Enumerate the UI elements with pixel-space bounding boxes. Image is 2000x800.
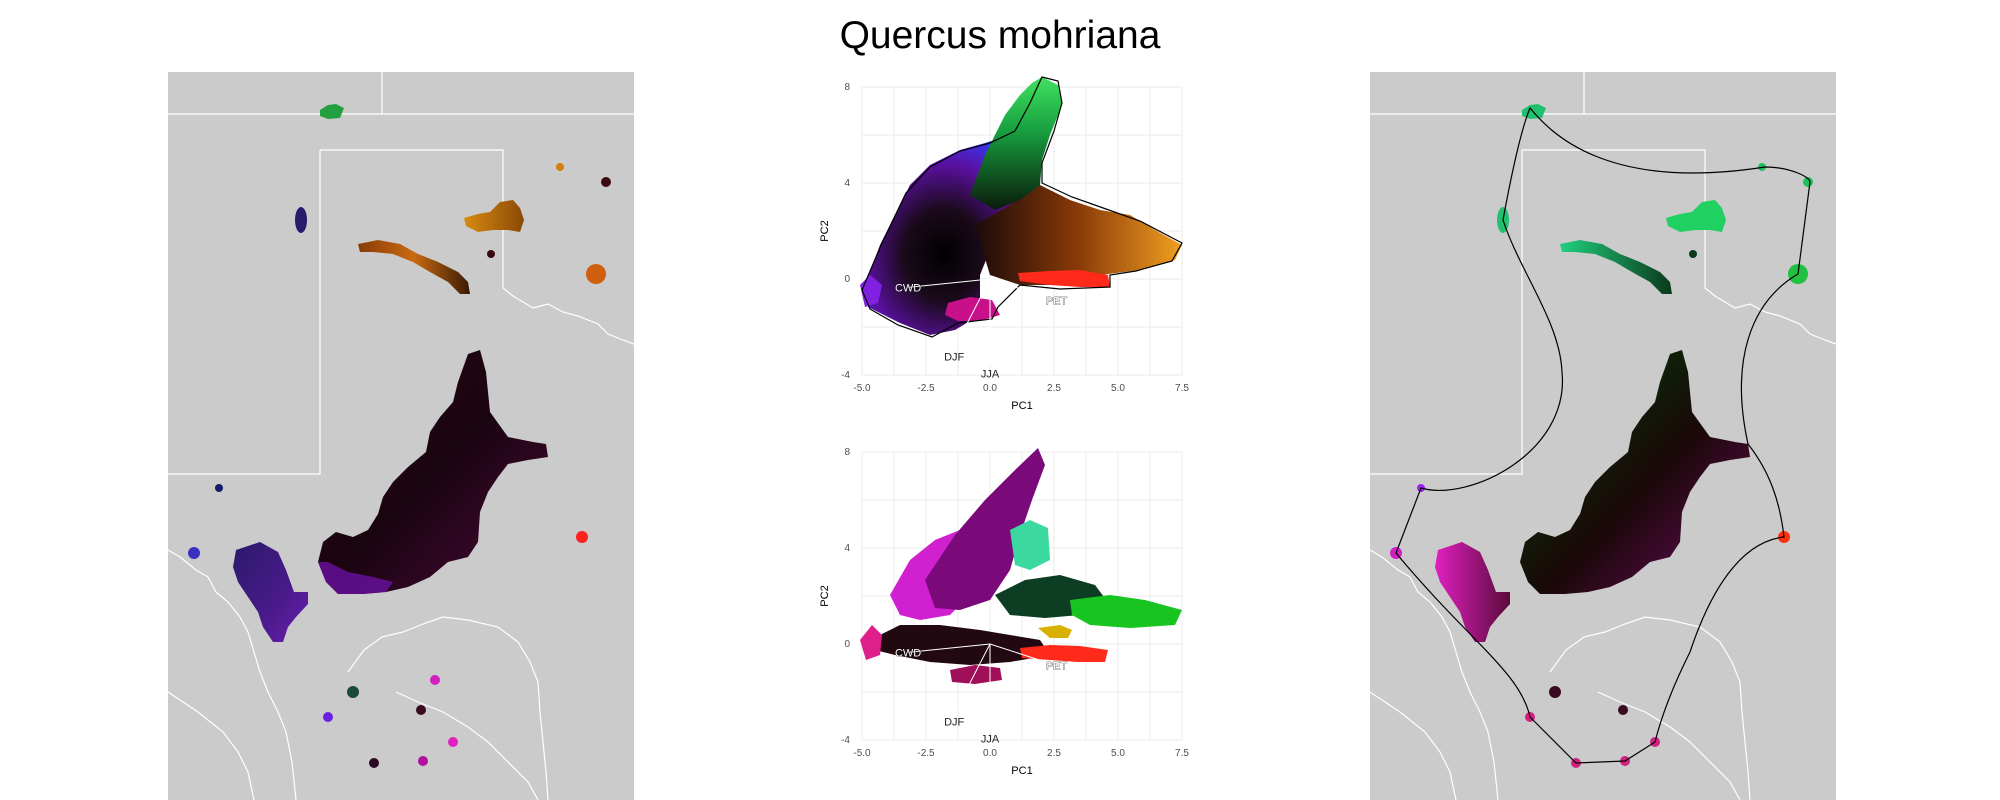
map-left-dot: [556, 163, 564, 171]
map-left-dot: [586, 264, 606, 284]
map-left-dot: [369, 758, 379, 768]
map-left-dot: [347, 686, 359, 698]
map-right-magenta-region: [1435, 542, 1510, 642]
pca-plot-bottom: CWD PET DJF JJA -5.0 -2.5 0.0 2.5 5.0 7.5 -4 0 4 8 PC…: [819, 447, 1189, 777]
map-background: [1370, 72, 1836, 800]
vector-label-djf: DJF: [944, 717, 964, 729]
y-tick-label: 0: [844, 274, 850, 285]
vector-cwd: [908, 643, 991, 653]
cluster-points: [860, 448, 1182, 684]
map-right-dot: [1549, 686, 1561, 698]
vector-label-jja: JJA: [981, 368, 1000, 380]
cluster-bright-green: [1070, 595, 1182, 628]
vector-label-pet: PET: [1046, 296, 1068, 308]
map-right-hull-outline: [1395, 106, 1811, 764]
cluster-cyan-green: [1010, 520, 1050, 570]
map-right-dot: [1689, 250, 1697, 258]
vector-djf: [953, 643, 991, 714]
x-tick-label: 7.5: [1175, 748, 1189, 759]
map-background: [168, 72, 634, 800]
y-axis-label: PC2: [819, 220, 831, 241]
y-tick-label: -4: [841, 370, 850, 381]
x-tick-label: 7.5: [1175, 383, 1189, 394]
loading-vectors: CWD PET DJF JJA: [895, 278, 1068, 380]
x-tick-label: 0.0: [983, 748, 997, 759]
vector-label-djf: DJF: [944, 352, 964, 364]
map-left-dot: [215, 484, 223, 492]
hull-outline: [861, 76, 1183, 338]
map-left-dot: [448, 737, 458, 747]
map-left-small-blob: [295, 207, 307, 233]
x-tick-label: 5.0: [1111, 748, 1125, 759]
map-left: [168, 72, 634, 800]
map-right: [1370, 72, 1836, 800]
x-tick-label: -2.5: [917, 383, 935, 394]
map-right-green-ridge: [1560, 240, 1672, 294]
y-tick-label: 4: [844, 543, 850, 554]
map-right-main-region: [1520, 350, 1750, 594]
x-tick-label: 2.5: [1047, 748, 1061, 759]
map-left-dot: [418, 756, 428, 766]
map-left-dot: [188, 547, 200, 559]
x-axis-label: PC1: [1011, 765, 1032, 777]
pca-plot-top: CWD PET DJF JJA -5.0 -2.5 0.0 2.5 5.0 7.5 -4 0 4 8 PC…: [819, 76, 1189, 412]
vector-cwd: [908, 278, 991, 288]
cloud-bottom-magenta: [945, 297, 1000, 321]
map-left-dot: [576, 531, 588, 543]
x-tick-label: -5.0: [853, 748, 871, 759]
vector-label-pet: PET: [1046, 661, 1068, 673]
cluster-gold: [1038, 625, 1072, 638]
point-cloud: [860, 77, 1182, 335]
map-right-dot: [1803, 177, 1813, 187]
map-left-dot: [323, 712, 333, 722]
map-left-dot: [430, 675, 440, 685]
y-tick-label: 4: [844, 178, 850, 189]
figure-title: Quercus mohriana: [839, 14, 1161, 57]
map-left-dot: [416, 705, 426, 715]
state-borders: [168, 72, 634, 800]
x-tick-label: 5.0: [1111, 383, 1125, 394]
vector-djf: [953, 278, 991, 349]
map-left-green-top: [320, 104, 344, 119]
cloud-top: [970, 77, 1062, 210]
state-borders: [1370, 72, 1836, 800]
cloud-bottom-red: [1018, 270, 1110, 287]
y-tick-label: 0: [844, 639, 850, 650]
x-tick-label: 0.0: [983, 383, 997, 394]
map-left-purple-fringe: [318, 562, 393, 594]
y-tick-label: -4: [841, 735, 850, 746]
vector-pet: [989, 278, 1057, 302]
cluster-purple: [925, 448, 1045, 610]
cluster-dark-bottom: [870, 625, 1050, 665]
vector-label-cwd: CWD: [895, 282, 921, 294]
map-right-green-upper: [1666, 200, 1726, 232]
map-left-gold-ridge: [464, 200, 524, 232]
map-left-dot: [601, 177, 611, 187]
x-tick-label: 2.5: [1047, 383, 1061, 394]
map-right-dot: [1618, 705, 1628, 715]
vector-pet: [989, 643, 1057, 667]
axes: -5.0 -2.5 0.0 2.5 5.0 7.5 -4 0 4 8 PC1 PC2: [819, 447, 1189, 777]
cloud-right: [975, 185, 1182, 285]
map-right-green-top: [1522, 104, 1546, 119]
vector-label-jja: JJA: [981, 733, 1000, 745]
y-axis-label: PC2: [819, 585, 831, 606]
y-tick-label: 8: [844, 447, 850, 458]
x-tick-label: -2.5: [917, 748, 935, 759]
y-tick-label: 8: [844, 82, 850, 93]
vector-label-cwd: CWD: [895, 647, 921, 659]
axes: -5.0 -2.5 0.0 2.5 5.0 7.5 -4 0 4 8 PC1 PC2: [819, 82, 1189, 412]
map-left-blue-region: [233, 542, 308, 642]
cluster-pink-bottom: [950, 665, 1002, 684]
x-tick-label: -5.0: [853, 383, 871, 394]
cluster-red: [1020, 645, 1108, 662]
map-left-orange-ridge: [358, 240, 470, 294]
x-axis-label: PC1: [1011, 400, 1032, 412]
loading-vectors: CWD PET DJF JJA: [895, 643, 1068, 745]
cluster-pink-left: [860, 625, 882, 660]
map-left-main-region: [318, 350, 548, 594]
map-left-dot: [487, 250, 495, 258]
